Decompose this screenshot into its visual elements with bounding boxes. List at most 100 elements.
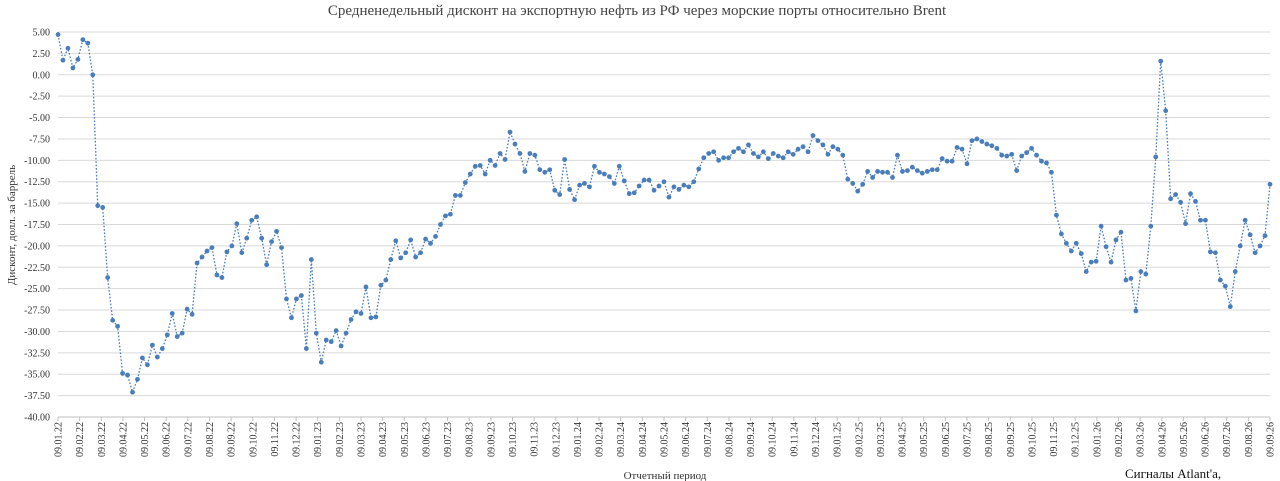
data-point [363, 284, 369, 290]
data-point [383, 277, 389, 283]
data-point [1044, 160, 1049, 166]
data-point [542, 169, 548, 175]
data-point [711, 149, 717, 155]
data-point [373, 314, 379, 320]
data-point [239, 250, 245, 256]
data-point [835, 146, 841, 152]
data-point [219, 275, 225, 280]
x-tick-label: 09.07.23 [443, 422, 454, 457]
x-tick-label: 09.01.23 [313, 422, 324, 457]
data-point [194, 260, 200, 266]
data-point [254, 214, 260, 220]
data-point [1029, 145, 1034, 151]
data-point [1034, 152, 1039, 158]
y-tick-label: -5.00 [29, 113, 50, 124]
data-point [149, 342, 155, 348]
x-tick-label: 09.02.23 [335, 422, 346, 457]
data-point [760, 149, 766, 155]
data-point [746, 142, 751, 148]
data-point [1098, 223, 1104, 229]
data-point [939, 156, 945, 162]
data-point [587, 184, 592, 190]
data-point [696, 166, 702, 172]
data-point [944, 158, 950, 164]
data-point [775, 153, 781, 159]
data-point [1039, 158, 1044, 164]
data-point [557, 192, 563, 197]
data-point [378, 282, 384, 288]
data-point [189, 311, 195, 317]
data-point [641, 177, 647, 183]
x-tick-label: 09.06.25 [941, 422, 952, 457]
data-point [999, 152, 1005, 158]
data-point [934, 167, 940, 173]
x-tick-label: 09.06.23 [421, 422, 432, 457]
data-point [741, 149, 746, 155]
data-point [1123, 277, 1129, 283]
data-point [115, 323, 121, 329]
data-point [85, 40, 91, 46]
data-point [209, 245, 215, 251]
x-tick-label: 09.07.22 [183, 422, 194, 457]
data-point [517, 151, 523, 156]
data-point [492, 163, 498, 168]
data-point [800, 144, 806, 150]
data-point [904, 168, 910, 174]
data-point [358, 311, 364, 316]
data-point [606, 174, 612, 179]
data-point [785, 149, 791, 155]
data-point [656, 183, 662, 189]
data-point [75, 56, 81, 62]
data-point [770, 151, 776, 156]
x-tick-label: 09.05.26 [1179, 422, 1190, 457]
data-point [790, 151, 796, 157]
x-tick-label: 09.03.22 [97, 422, 108, 457]
data-point [909, 164, 915, 170]
data-point [1207, 249, 1213, 255]
x-tick-label: 09.10.22 [248, 422, 259, 457]
x-tick-label: 09.03.24 [616, 422, 627, 457]
x-tick-label: 09.04.25 [898, 422, 909, 457]
x-tick-label: 09.01.25 [833, 422, 844, 457]
data-point [1222, 283, 1228, 289]
data-point [914, 168, 920, 174]
x-tick-label: 09.04.22 [118, 422, 129, 457]
data-point [249, 217, 255, 223]
data-point [244, 235, 250, 241]
x-tick-label: 09.04.26 [1157, 422, 1168, 457]
y-axis-label: Дисконт, долл. за баррель [6, 165, 18, 285]
data-point [1173, 192, 1179, 197]
data-point [1257, 243, 1263, 249]
data-point [423, 236, 428, 242]
y-tick-label: -17.50 [24, 220, 50, 231]
data-point [274, 228, 279, 234]
data-point [1267, 181, 1273, 187]
y-tick-label: -7.50 [29, 134, 50, 145]
series-layer [55, 32, 1273, 395]
data-point [1148, 223, 1154, 229]
x-tick-label: 09.08.26 [1244, 422, 1255, 457]
data-point [224, 249, 230, 255]
x-tick-label: 09.02.26 [1114, 422, 1125, 457]
data-point [1252, 250, 1258, 256]
data-point [845, 176, 851, 182]
data-point [135, 376, 140, 382]
data-point [716, 157, 722, 163]
data-point [472, 163, 478, 169]
x-tick-label: 09.06.22 [162, 422, 173, 457]
data-point [443, 213, 448, 219]
data-point [204, 248, 210, 254]
data-point [865, 169, 871, 174]
data-point [636, 183, 642, 189]
data-point [448, 211, 453, 217]
data-point [457, 193, 463, 198]
x-tick-label: 09.08.23 [465, 422, 476, 457]
data-point [1113, 237, 1119, 243]
x-tick-label: 09.09.24 [746, 422, 757, 457]
data-point [969, 138, 975, 144]
data-point [1262, 233, 1268, 239]
data-point [646, 177, 652, 183]
data-point [780, 155, 786, 161]
y-tick-label: -12.50 [24, 177, 50, 188]
x-tick-label: 09.03.26 [1136, 422, 1147, 457]
